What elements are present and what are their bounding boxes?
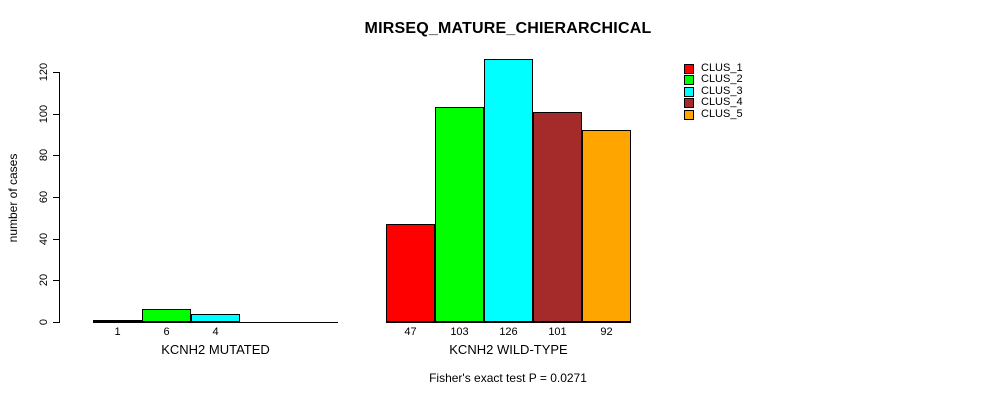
bar bbox=[484, 59, 533, 322]
bar bbox=[142, 309, 191, 322]
legend-swatch bbox=[684, 109, 694, 120]
group-baseline bbox=[386, 322, 631, 323]
legend-item-label: CLUS_3 bbox=[701, 85, 743, 97]
bar-value-label: 4 bbox=[212, 326, 219, 338]
bar-value-label: 47 bbox=[404, 326, 417, 338]
chart-title: MIRSEQ_MATURE_CHIERARCHICAL bbox=[364, 20, 652, 37]
y-tick-mark bbox=[53, 114, 59, 115]
group-label: KCNH2 MUTATED bbox=[161, 342, 270, 357]
legend-item-label: CLUS_2 bbox=[701, 73, 743, 85]
legend-swatch bbox=[684, 86, 694, 97]
group-label: KCNH2 WILD-TYPE bbox=[449, 342, 568, 357]
y-tick-mark bbox=[53, 239, 59, 240]
legend-item-label: CLUS_1 bbox=[701, 62, 743, 74]
y-tick-mark bbox=[53, 322, 59, 323]
y-tick-label: 120 bbox=[38, 62, 50, 82]
y-tick-mark bbox=[53, 72, 59, 73]
legend-item: CLUS_4 bbox=[684, 97, 743, 108]
group-baseline bbox=[93, 322, 338, 323]
legend-swatch bbox=[684, 97, 694, 108]
bar-value-label: 101 bbox=[548, 326, 567, 338]
legend-item: CLUS_1 bbox=[684, 63, 743, 74]
bar bbox=[191, 314, 240, 322]
bar bbox=[435, 107, 484, 322]
bar-value-label: 92 bbox=[600, 326, 613, 338]
y-tick-label: 0 bbox=[38, 318, 50, 326]
y-tick-label: 40 bbox=[38, 232, 50, 246]
bar-value-label: 1 bbox=[114, 326, 121, 338]
bar-value-label: 103 bbox=[450, 326, 469, 338]
y-tick-label: 80 bbox=[38, 148, 50, 162]
legend-item-label: CLUS_4 bbox=[701, 96, 743, 108]
legend-swatch bbox=[684, 74, 694, 85]
legend-swatch bbox=[684, 63, 694, 74]
bar-value-label: 6 bbox=[163, 326, 170, 338]
subtitle-text: Fisher's exact test P = 0.0271 bbox=[429, 371, 587, 385]
y-tick-mark bbox=[53, 280, 59, 281]
y-axis-line bbox=[59, 72, 60, 323]
bar bbox=[533, 112, 582, 322]
y-tick-label: 100 bbox=[38, 104, 50, 124]
legend-item: CLUS_3 bbox=[684, 86, 743, 97]
bar bbox=[93, 320, 142, 322]
legend-item: CLUS_5 bbox=[684, 109, 743, 120]
bar-value-label: 126 bbox=[499, 326, 518, 338]
y-tick-label: 20 bbox=[38, 273, 50, 287]
y-tick-mark bbox=[53, 197, 59, 198]
legend-item-label: CLUS_5 bbox=[701, 108, 743, 120]
legend-item: CLUS_2 bbox=[684, 74, 743, 85]
y-tick-label: 60 bbox=[38, 190, 50, 204]
bar bbox=[582, 130, 631, 322]
y-axis-title: number of cases bbox=[6, 153, 20, 243]
bar bbox=[386, 224, 435, 322]
y-tick-mark bbox=[53, 155, 59, 156]
